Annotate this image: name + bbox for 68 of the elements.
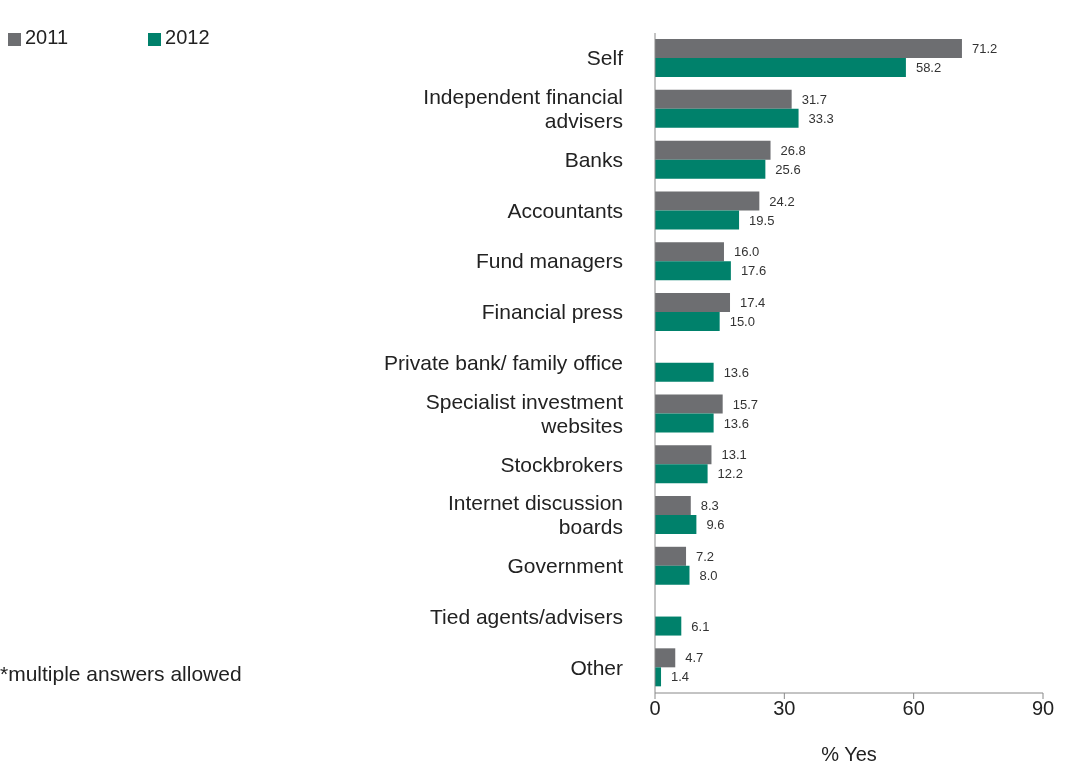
y-tick-label: Financial press <box>481 300 623 324</box>
data-label: 17.4 <box>740 295 766 311</box>
data-label: 71.2 <box>971 41 998 57</box>
y-tick-label: Fund managers <box>475 249 623 273</box>
bar <box>655 191 760 211</box>
bar <box>655 413 714 433</box>
bar <box>655 210 740 230</box>
bar <box>655 292 731 312</box>
bar <box>655 464 708 484</box>
bar <box>655 394 723 414</box>
x-tick-label: 0 <box>649 697 661 720</box>
bar <box>655 159 766 179</box>
bar <box>655 445 712 465</box>
data-label: 19.5 <box>749 212 775 228</box>
data-label: 9.6 <box>706 517 725 533</box>
data-label: 8.0 <box>699 567 718 583</box>
data-label: 13.1 <box>721 447 747 463</box>
x-axis-title: % Yes <box>821 743 877 765</box>
x-tick-label: 90 <box>1031 697 1055 720</box>
bar <box>655 140 771 160</box>
bar <box>655 565 690 585</box>
data-label: 13.6 <box>723 415 749 431</box>
data-label: 1.4 <box>671 669 690 685</box>
bar <box>655 108 799 128</box>
data-label: 7.2 <box>696 548 715 564</box>
bar <box>655 616 682 636</box>
data-label: 33.3 <box>808 110 834 126</box>
bar <box>655 546 687 566</box>
data-label: 58.2 <box>915 60 942 76</box>
data-label: 31.7 <box>801 91 827 107</box>
text: *multiple answers allowed <box>0 662 242 686</box>
y-tick-label: Internet discussion boards <box>447 491 623 539</box>
bar <box>655 515 697 535</box>
data-label: 12.2 <box>717 466 743 482</box>
bar <box>655 311 720 331</box>
x-tick-label: 30 <box>773 697 796 720</box>
bar <box>655 362 714 382</box>
legend-label: 2012 <box>165 26 210 48</box>
y-tick-label: Independent financial advisers <box>423 85 623 133</box>
y-tick-label: Private bank/ family office <box>384 351 623 374</box>
data-label: 15.0 <box>729 314 755 330</box>
y-tick-label: Banks <box>564 147 623 171</box>
data-label: 15.7 <box>732 396 758 412</box>
data-label: 16.0 <box>733 244 760 260</box>
bar <box>655 261 731 281</box>
data-label: 25.6 <box>775 161 801 177</box>
data-label: 26.8 <box>780 142 806 158</box>
data-label: 6.1 <box>691 618 710 634</box>
data-label: 24.2 <box>769 193 795 209</box>
bar <box>655 242 724 262</box>
data-label: 8.3 <box>700 498 719 514</box>
y-tick-label: Government <box>507 554 624 578</box>
y-tick-label: Accountants <box>507 198 623 222</box>
y-tick-label: Tied agents/advisers <box>430 604 623 628</box>
y-tick-label: Specialist investment websites <box>425 389 624 437</box>
data-label: 13.6 <box>723 364 749 380</box>
bar <box>655 648 676 668</box>
bar <box>655 496 691 516</box>
bar <box>655 89 792 109</box>
y-tick-label: Other <box>570 655 623 679</box>
bar <box>655 39 962 59</box>
y-tick-label: Stockbrokers <box>500 452 623 476</box>
legend-label: 2011 <box>25 26 69 48</box>
y-tick-label: Self <box>586 46 624 70</box>
data-label: 17.6 <box>740 263 767 279</box>
x-tick-label: 60 <box>902 697 925 720</box>
data-label: 4.7 <box>685 650 704 666</box>
bar <box>655 58 906 78</box>
